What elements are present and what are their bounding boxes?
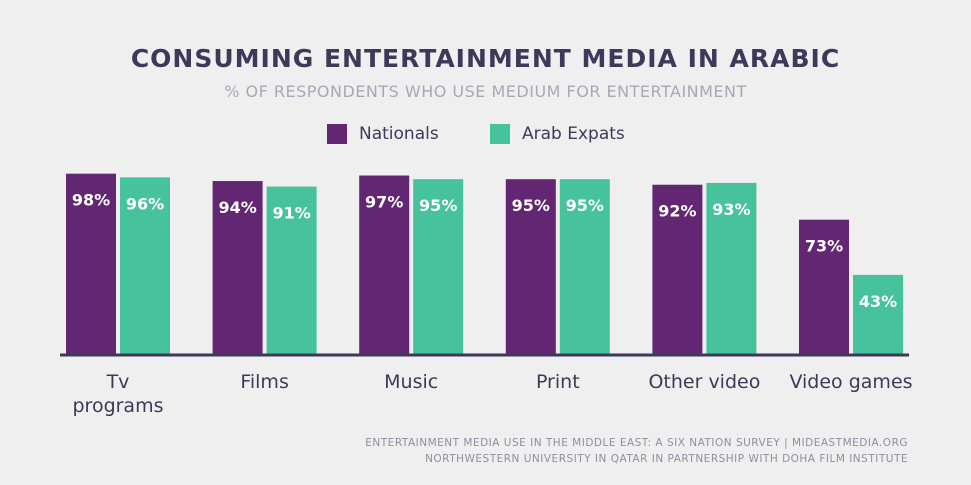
bar-arab-expats-6 bbox=[853, 274, 903, 354]
bar-nationals-3 bbox=[359, 175, 410, 354]
bar-arab-expats-3 bbox=[413, 179, 464, 354]
data-label-nationals-2: 94% bbox=[218, 198, 256, 217]
category-label-1: Tv programs bbox=[72, 371, 163, 417]
chart-title: CONSUMING ENTERTAINMENT MEDIA IN ARABIC bbox=[130, 44, 841, 73]
data-label-nationals-6: 73% bbox=[805, 237, 843, 256]
legend-label-arab-expats: Arab Expats bbox=[522, 124, 625, 144]
legend-item-nationals: Nationals bbox=[327, 124, 439, 144]
category-label-6: Video games bbox=[789, 371, 912, 393]
bar-nationals-6 bbox=[799, 219, 849, 354]
bar-nationals-4 bbox=[505, 179, 556, 354]
bar-nationals-5 bbox=[652, 184, 703, 354]
category-label-4: Print bbox=[536, 371, 580, 393]
bar-arab-expats-2 bbox=[266, 186, 317, 354]
data-label-nationals-4: 95% bbox=[512, 196, 550, 215]
legend-swatch-arab-expats bbox=[490, 124, 510, 144]
data-label-nationals-5: 92% bbox=[658, 202, 696, 221]
bar-arab-expats-1 bbox=[120, 177, 170, 354]
legend-swatch-nationals bbox=[327, 124, 347, 144]
data-label-arab-expats-6: 43% bbox=[859, 292, 897, 311]
category-label-5: Other video bbox=[648, 371, 760, 393]
data-label-nationals-3: 97% bbox=[365, 193, 403, 212]
source-line-1: ENTERTAINMENT MEDIA USE IN THE MIDDLE EA… bbox=[365, 437, 908, 449]
category-label-2: Films bbox=[240, 371, 289, 393]
bar-arab-expats-4 bbox=[559, 179, 610, 354]
data-label-arab-expats-4: 95% bbox=[566, 196, 604, 215]
category-label-3: Music bbox=[384, 371, 438, 393]
legend-label-nationals: Nationals bbox=[359, 124, 439, 144]
data-label-arab-expats-3: 95% bbox=[419, 196, 457, 215]
bar-arab-expats-5 bbox=[706, 182, 757, 354]
data-label-arab-expats-5: 93% bbox=[712, 200, 750, 219]
bar-nationals-1 bbox=[66, 173, 116, 354]
legend-item-arab-expats: Arab Expats bbox=[490, 124, 625, 144]
data-label-arab-expats-2: 91% bbox=[272, 204, 310, 223]
data-label-arab-expats-1: 96% bbox=[126, 194, 164, 213]
bar-nationals-2 bbox=[212, 181, 263, 354]
source-line-2: NORTHWESTERN UNIVERSITY IN QATAR IN PART… bbox=[425, 453, 908, 465]
legend: Nationals Arab Expats bbox=[0, 124, 971, 146]
chart-subtitle: % OF RESPONDENTS WHO USE MEDIUM FOR ENTE… bbox=[224, 82, 747, 101]
data-label-nationals-1: 98% bbox=[72, 191, 110, 210]
